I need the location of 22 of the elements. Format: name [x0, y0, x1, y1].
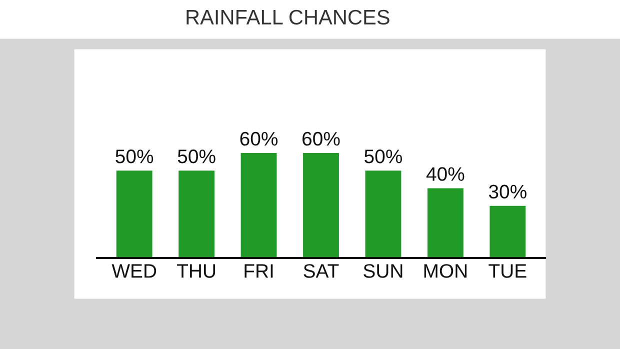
bar	[488, 204, 528, 258]
x-tick-label: FRI	[244, 264, 273, 278]
bar	[364, 169, 403, 258]
x-tick-label: TUE	[488, 264, 526, 278]
chart-title: RAINFALL CHANCES	[186, 10, 390, 25]
data-label: 60%	[240, 132, 278, 146]
x-tick-label: SUN	[364, 264, 402, 278]
x-tick-label: WED	[112, 264, 156, 278]
bar	[239, 152, 278, 258]
bar	[114, 169, 154, 258]
x-tick-label: SAT	[304, 264, 339, 278]
data-label: 50%	[364, 150, 402, 164]
data-label: 40%	[426, 167, 464, 181]
bar	[426, 186, 465, 258]
data-label: 50%	[116, 150, 154, 164]
bar	[302, 152, 340, 258]
data-label: 60%	[302, 132, 340, 146]
data-label: 50%	[178, 150, 216, 164]
data-label: 30%	[488, 184, 526, 199]
x-tick-label: MON	[424, 264, 467, 278]
bar	[177, 169, 216, 258]
x-tick-label: THU	[177, 264, 216, 278]
